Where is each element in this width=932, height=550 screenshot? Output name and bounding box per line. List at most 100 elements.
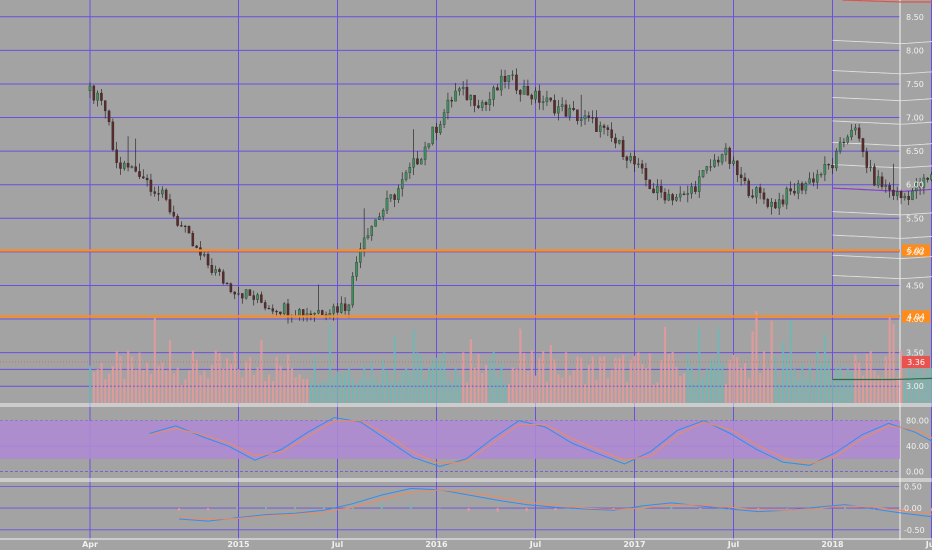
candle-body	[374, 219, 377, 227]
candle-body	[126, 162, 130, 168]
volume-bar	[538, 358, 541, 403]
candle-body	[637, 163, 640, 165]
volume-bar	[587, 365, 591, 403]
candle-body	[796, 183, 800, 194]
stoch-line	[149, 416, 932, 468]
candle-body	[153, 191, 156, 194]
candle-body	[229, 283, 233, 293]
price-tick-label: 6.00	[906, 181, 924, 190]
volume-bar	[622, 354, 625, 403]
volume-bar	[743, 362, 747, 403]
volume-bar	[576, 356, 579, 403]
candle-body	[515, 74, 518, 91]
level-label: 5.02	[907, 247, 925, 256]
volume-bar	[820, 363, 823, 403]
volume-bar	[386, 369, 389, 403]
candle-body	[431, 126, 434, 144]
candle-body	[686, 193, 690, 195]
candle-body	[427, 143, 431, 148]
volume-bar	[568, 375, 571, 403]
candle-body	[397, 188, 400, 200]
candle-body	[496, 87, 499, 91]
envelope-band-line	[832, 141, 932, 147]
volume-bars	[89, 310, 932, 403]
volume-bar	[842, 378, 846, 403]
macd-tick-label: 0.50	[904, 482, 922, 491]
volume-bar	[245, 360, 248, 403]
last-price-label: 3.36	[907, 358, 925, 367]
volume-bar	[283, 370, 286, 403]
candle-body	[484, 102, 488, 105]
volume-bar	[667, 353, 670, 403]
volume-bar	[237, 369, 240, 403]
candle-body	[663, 192, 667, 201]
candle-body	[656, 185, 659, 194]
volume-bar	[530, 350, 533, 403]
candle-body	[191, 233, 195, 247]
volume-bar	[789, 319, 792, 403]
candle-body	[446, 99, 450, 113]
macd-tick-label: -0.50	[904, 526, 925, 535]
candle-body	[675, 196, 678, 201]
volume-bar	[564, 352, 568, 403]
macd-line	[179, 487, 932, 522]
candle-body	[492, 87, 495, 100]
envelope-band-line	[832, 211, 932, 216]
volume-bar	[427, 366, 431, 403]
volume-bar	[751, 331, 754, 403]
volume-bar	[724, 384, 728, 403]
candle-body	[835, 150, 838, 169]
volume-bar	[873, 370, 876, 403]
volume-bar	[641, 363, 644, 403]
candle-body	[252, 295, 255, 300]
volume-bar	[663, 326, 667, 403]
volume-bar	[610, 369, 613, 403]
volume-bar	[599, 356, 602, 403]
candle-body	[724, 147, 728, 155]
candle-body	[450, 99, 453, 102]
price-candles[interactable]	[88, 68, 932, 361]
volume-bar	[370, 360, 373, 403]
candle-body	[423, 146, 427, 160]
envelope-band-line	[832, 234, 932, 239]
candle-body	[770, 202, 773, 207]
price-tick-label: 4.00	[906, 315, 924, 324]
volume-bar	[241, 377, 244, 403]
candle-body	[793, 190, 796, 194]
candle-body	[336, 306, 339, 313]
time-tick-label: Apr	[82, 540, 98, 549]
volume-bar	[717, 327, 720, 403]
macd-line	[179, 489, 932, 520]
macd-histogram-bar	[844, 506, 847, 509]
envelope-band-line	[832, 274, 932, 280]
volume-bar	[275, 356, 278, 403]
volume-bar	[96, 369, 99, 403]
volume-bar	[523, 352, 526, 403]
volume-bar	[816, 350, 819, 403]
volume-bar	[812, 381, 815, 403]
candle-body	[340, 303, 343, 313]
horizontal-levels[interactable]: 5.02 4.04 3.36	[0, 244, 930, 369]
volume-bar	[458, 375, 461, 403]
candle-body	[408, 167, 412, 173]
candle-body	[343, 303, 347, 311]
macd-histogram-bar	[236, 507, 239, 509]
candle-body	[697, 176, 701, 192]
volume-bar	[100, 363, 103, 403]
macd-histogram-bar	[438, 508, 441, 509]
candle-body	[404, 172, 408, 180]
volume-bar	[332, 376, 335, 403]
candle-body	[926, 177, 929, 180]
volume-bar	[481, 372, 484, 403]
candle-body	[842, 141, 846, 144]
stoch-band	[0, 420, 900, 459]
candle-body	[461, 87, 465, 89]
volume-bar	[888, 317, 891, 403]
volume-bar	[199, 375, 202, 403]
candle-body	[519, 90, 522, 95]
candle-body	[187, 226, 191, 234]
candle-body	[598, 125, 602, 132]
volume-bar	[405, 368, 408, 403]
volume-bar	[736, 356, 739, 403]
